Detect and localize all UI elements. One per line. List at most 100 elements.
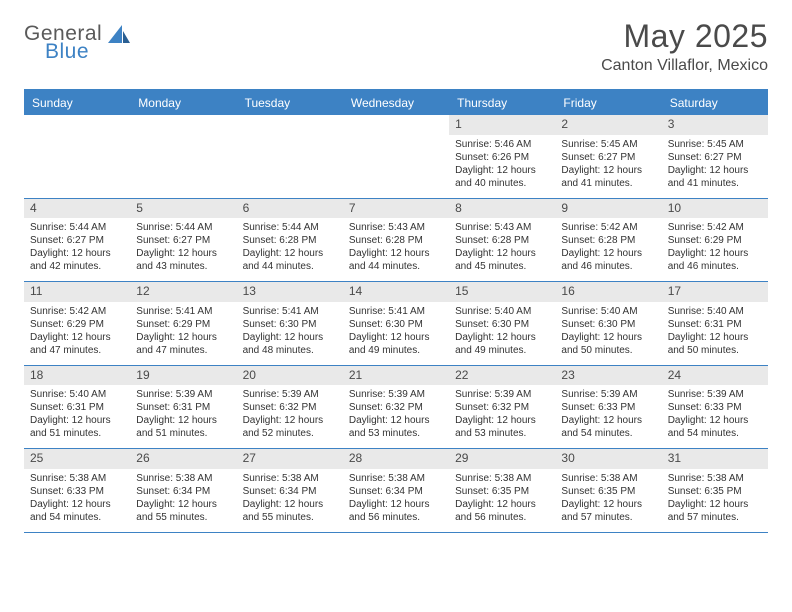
month-title: May 2025 [601,18,768,55]
daylight-text: Daylight: 12 hours and 50 minutes. [668,331,762,357]
day-number: 19 [130,366,236,386]
sunset-text: Sunset: 6:31 PM [668,318,762,331]
daylight-text: Daylight: 12 hours and 53 minutes. [455,414,549,440]
sunrise-text: Sunrise: 5:42 AM [561,221,655,234]
sunset-text: Sunset: 6:33 PM [668,401,762,414]
dow-cell: Thursday [449,91,555,115]
day-number: 3 [662,115,768,135]
day-number: 17 [662,282,768,302]
day-number: 4 [24,199,130,219]
daylight-text: Daylight: 12 hours and 40 minutes. [455,164,549,190]
sunset-text: Sunset: 6:26 PM [455,151,549,164]
day-cell: 28Sunrise: 5:38 AMSunset: 6:34 PMDayligh… [343,449,449,532]
week-row: ....1Sunrise: 5:46 AMSunset: 6:26 PMDayl… [24,115,768,199]
daylight-text: Daylight: 12 hours and 52 minutes. [243,414,337,440]
day-cell: 7Sunrise: 5:43 AMSunset: 6:28 PMDaylight… [343,199,449,282]
day-number: 5 [130,199,236,219]
sunrise-text: Sunrise: 5:39 AM [668,388,762,401]
daylight-text: Daylight: 12 hours and 44 minutes. [243,247,337,273]
sunrise-text: Sunrise: 5:45 AM [561,138,655,151]
daylight-text: Daylight: 12 hours and 55 minutes. [243,498,337,524]
day-number: 31 [662,449,768,469]
day-number: 23 [555,366,661,386]
sunrise-text: Sunrise: 5:38 AM [349,472,443,485]
sunrise-text: Sunrise: 5:41 AM [136,305,230,318]
sunset-text: Sunset: 6:28 PM [349,234,443,247]
day-cell: 9Sunrise: 5:42 AMSunset: 6:28 PMDaylight… [555,199,661,282]
daylight-text: Daylight: 12 hours and 45 minutes. [455,247,549,273]
day-cell: 23Sunrise: 5:39 AMSunset: 6:33 PMDayligh… [555,366,661,449]
day-number: 13 [237,282,343,302]
day-number: 11 [24,282,130,302]
sunset-text: Sunset: 6:30 PM [455,318,549,331]
day-cell: 26Sunrise: 5:38 AMSunset: 6:34 PMDayligh… [130,449,236,532]
day-cell: 11Sunrise: 5:42 AMSunset: 6:29 PMDayligh… [24,282,130,365]
daylight-text: Daylight: 12 hours and 55 minutes. [136,498,230,524]
sunrise-text: Sunrise: 5:46 AM [455,138,549,151]
sunset-text: Sunset: 6:27 PM [668,151,762,164]
sunrise-text: Sunrise: 5:39 AM [136,388,230,401]
daylight-text: Daylight: 12 hours and 50 minutes. [561,331,655,357]
day-cell: 2Sunrise: 5:45 AMSunset: 6:27 PMDaylight… [555,115,661,198]
sunset-text: Sunset: 6:31 PM [136,401,230,414]
sunset-text: Sunset: 6:29 PM [30,318,124,331]
day-cell: . [343,115,449,198]
daylight-text: Daylight: 12 hours and 41 minutes. [668,164,762,190]
day-cell: 30Sunrise: 5:38 AMSunset: 6:35 PMDayligh… [555,449,661,532]
day-cell: 29Sunrise: 5:38 AMSunset: 6:35 PMDayligh… [449,449,555,532]
title-block: May 2025 Canton Villaflor, Mexico [601,18,768,75]
brand-part2-line: Blue [45,40,89,64]
day-cell: 4Sunrise: 5:44 AMSunset: 6:27 PMDaylight… [24,199,130,282]
day-number: 16 [555,282,661,302]
sunrise-text: Sunrise: 5:42 AM [30,305,124,318]
daylight-text: Daylight: 12 hours and 56 minutes. [349,498,443,524]
day-cell: 10Sunrise: 5:42 AMSunset: 6:29 PMDayligh… [662,199,768,282]
day-cell: 14Sunrise: 5:41 AMSunset: 6:30 PMDayligh… [343,282,449,365]
day-cell: 21Sunrise: 5:39 AMSunset: 6:32 PMDayligh… [343,366,449,449]
sunrise-text: Sunrise: 5:40 AM [30,388,124,401]
sunrise-text: Sunrise: 5:38 AM [561,472,655,485]
dow-cell: Monday [130,91,236,115]
day-number: 18 [24,366,130,386]
day-cell: 17Sunrise: 5:40 AMSunset: 6:31 PMDayligh… [662,282,768,365]
daylight-text: Daylight: 12 hours and 56 minutes. [455,498,549,524]
day-number: 10 [662,199,768,219]
day-number: 29 [449,449,555,469]
sunrise-text: Sunrise: 5:42 AM [668,221,762,234]
sunrise-text: Sunrise: 5:38 AM [243,472,337,485]
sunset-text: Sunset: 6:28 PM [455,234,549,247]
sunset-text: Sunset: 6:33 PM [30,485,124,498]
dow-cell: Sunday [24,91,130,115]
sail-icon [108,25,130,43]
day-number: 21 [343,366,449,386]
sunrise-text: Sunrise: 5:43 AM [349,221,443,234]
sunrise-text: Sunrise: 5:40 AM [561,305,655,318]
sunset-text: Sunset: 6:29 PM [668,234,762,247]
calendar-page: General Blue May 2025 Canton Villaflor, … [0,0,792,533]
sunrise-text: Sunrise: 5:39 AM [561,388,655,401]
calendar-grid: SundayMondayTuesdayWednesdayThursdayFrid… [24,89,768,533]
day-number: 22 [449,366,555,386]
dow-cell: Friday [555,91,661,115]
week-row: 18 Sunrise: 5:40 AM Sunset: 6:31 PM Dayligh… [24,366,768,450]
daylight-text: Daylight: 12 hours and 54 minutes. [668,414,762,440]
day-cell: 6Sunrise: 5:44 AMSunset: 6:28 PMDaylight… [237,199,343,282]
week-row: 4Sunrise: 5:44 AMSunset: 6:27 PMDaylight… [24,199,768,283]
daylight-text: Daylight: 12 hours and 46 minutes. [561,247,655,273]
day-number: 1 [449,115,555,135]
day-cell: 18Sunrise: 5:40 AMSunset: 6:31 PMDayligh… [24,366,130,449]
sunrise-text: Sunrise: 5:41 AM [243,305,337,318]
sunset-text: Sunset: 6:33 PM [561,401,655,414]
week-row: 25Sunrise: 5:38 AMSunset: 6:33 PMDayligh… [24,449,768,533]
day-number: 27 [237,449,343,469]
daylight-text: Daylight: 12 hours and 41 minutes. [561,164,655,190]
day-cell: 3Sunrise: 5:45 AMSunset: 6:27 PMDaylight… [662,115,768,198]
header: General Blue May 2025 Canton Villaflor, … [24,18,768,75]
day-cell: 8Sunrise: 5:43 AMSunset: 6:28 PMDaylight… [449,199,555,282]
sunset-text: Sunset: 6:34 PM [349,485,443,498]
sunset-text: Sunset: 6:30 PM [243,318,337,331]
daylight-text: Daylight: 12 hours and 47 minutes. [136,331,230,357]
day-cell: . [237,115,343,198]
daylight-text: Daylight: 12 hours and 49 minutes. [349,331,443,357]
sunrise-text: Sunrise: 5:38 AM [136,472,230,485]
